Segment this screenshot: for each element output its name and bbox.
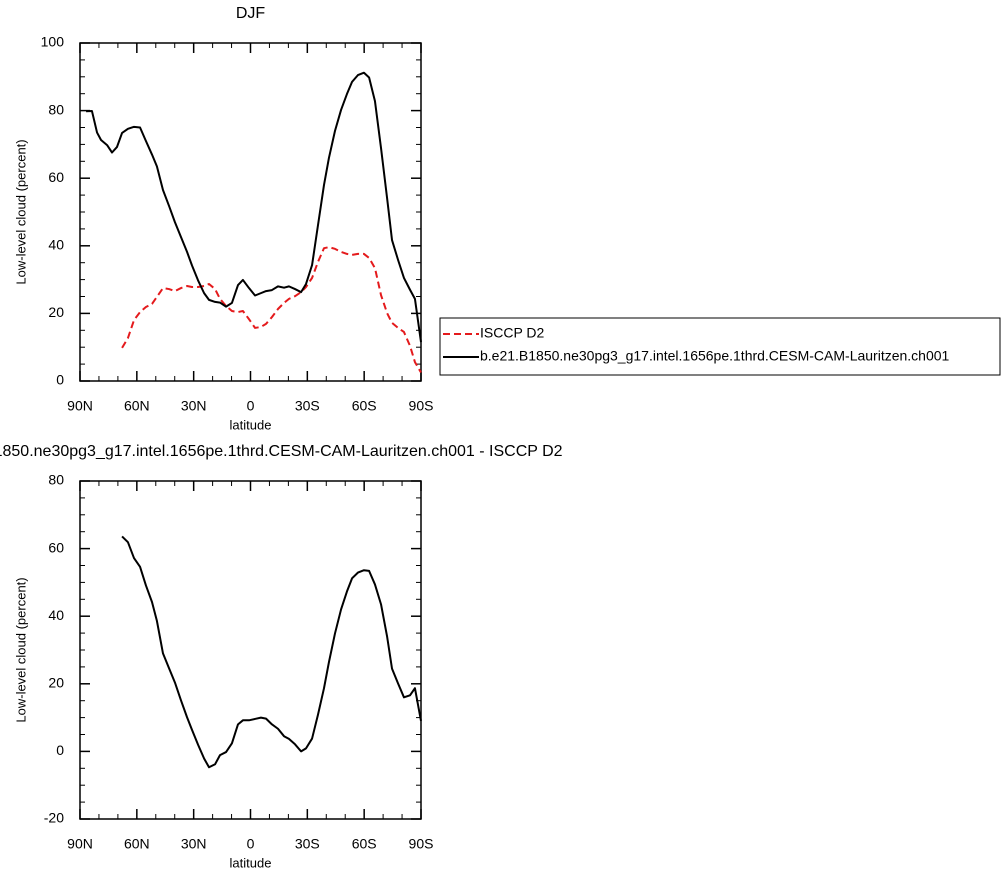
y-tick-label: 80 [48,101,64,117]
x-tick-label: 30S [295,836,320,852]
x-tick-label: 60S [352,398,377,414]
x-tick-label: 60S [352,836,377,852]
x-tick-label: 90N [67,398,93,414]
legend-label: ISCCP D2 [480,325,545,341]
x-tick-label: 90N [67,836,93,852]
y-tick-label: 80 [48,472,64,488]
legend-box [439,317,1001,376]
x-tick-label: 30N [181,398,207,414]
y-tick-label: 40 [48,607,64,623]
y-tick-label: 20 [48,304,64,320]
x-tick-label: 90S [409,398,434,414]
y-tick-label: 20 [48,675,64,691]
y-tick-label: 60 [48,169,64,185]
x-tick-label: 60N [124,836,150,852]
data-line [121,246,422,374]
legend-label: b.e21.B1850.ne30pg3_g17.intel.1656pe.1th… [480,348,950,364]
x-tick-label: 90S [409,836,434,852]
x-axis-label: latitude [230,855,272,870]
x-tick-label: 60N [124,398,150,414]
y-axis-label: Low-level cloud (percent) [13,139,28,284]
y-tick-label: 100 [41,34,65,50]
plot-frame [79,480,422,820]
x-axis-label: latitude [230,417,272,432]
x-tick-label: 30S [295,398,320,414]
plot-frame [79,42,422,382]
x-tick-label: 30N [181,836,207,852]
y-tick-label: 0 [56,372,64,388]
x-tick-label: 0 [247,398,255,414]
y-axis-label: Low-level cloud (percent) [13,577,28,722]
y-tick-label: 60 [48,539,64,555]
y-tick-label: 0 [56,742,64,758]
y-tick-label: -20 [44,810,64,826]
data-line [86,71,422,343]
x-tick-label: 0 [247,836,255,852]
chart-title: b.e21.B1850.ne30pg3_g17.intel.1656pe.1th… [0,443,563,460]
chart-title: DJF [236,5,266,22]
y-tick-label: 40 [48,237,64,253]
data-line [121,535,422,769]
